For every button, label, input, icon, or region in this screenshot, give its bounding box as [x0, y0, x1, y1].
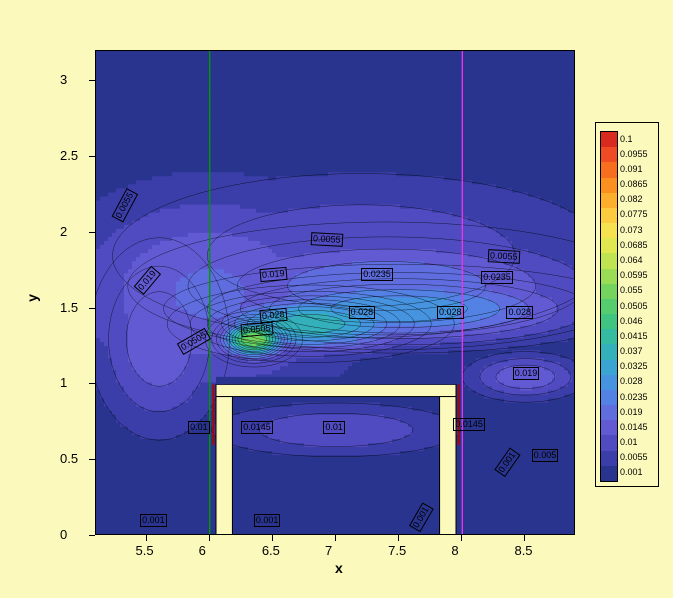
- contour-level-label: 0.0055: [487, 249, 519, 264]
- legend-value-label: 0.001: [620, 467, 643, 477]
- contour-level-label: 0.01: [188, 421, 210, 434]
- x-tick: [398, 535, 399, 541]
- legend-value-label: 0.1: [620, 134, 633, 144]
- contour-level-label: 0.0145: [453, 418, 485, 431]
- legend-value-label: 0.055: [620, 285, 643, 295]
- contour-level-label: 0.005: [532, 449, 559, 462]
- contour-level-label: 0.001: [140, 514, 167, 527]
- x-tick-label: 5.5: [136, 543, 154, 558]
- legend-segment: [601, 193, 617, 208]
- x-tick-label: 7.5: [388, 543, 406, 558]
- legend-segment: [601, 147, 617, 162]
- contour-level-label: 0.019: [260, 267, 288, 282]
- contour-level-label: 0.0235: [361, 268, 393, 281]
- contour-level-label: 0.028: [260, 308, 288, 323]
- legend-value-label: 0.0775: [620, 209, 648, 219]
- contour-level-label: 0.0235: [481, 271, 513, 284]
- y-tick: [89, 156, 95, 157]
- legend-value-label: 0.0235: [620, 392, 648, 402]
- legend-value-label: 0.0145: [620, 422, 648, 432]
- legend-segment: [601, 284, 617, 299]
- legend-segment: [601, 344, 617, 359]
- contour-level-label: 0.001: [254, 514, 281, 527]
- legend-segment: [601, 299, 617, 314]
- legend-segment: [601, 451, 617, 466]
- y-tick-label: 0.5: [60, 451, 78, 466]
- legend-segment: [601, 360, 617, 375]
- legend-value-label: 0.073: [620, 225, 643, 235]
- y-tick: [89, 459, 95, 460]
- legend-value-label: 0.0415: [620, 331, 648, 341]
- legend-value-label: 0.0505: [620, 301, 648, 311]
- contour-level-label: 0.028: [437, 306, 464, 319]
- legend-segment: [601, 132, 617, 147]
- legend-segment: [601, 178, 617, 193]
- y-tick: [89, 535, 95, 536]
- y-tick-label: 1: [60, 375, 67, 390]
- x-tick: [524, 535, 525, 541]
- legend-value-label: 0.0595: [620, 270, 648, 280]
- legend-segment: [601, 223, 617, 238]
- y-tick-label: 0: [60, 527, 67, 542]
- y-axis-label: y: [24, 294, 40, 302]
- x-tick-label: 8: [451, 543, 458, 558]
- y-tick: [89, 232, 95, 233]
- contour-level-label: 0.019: [513, 367, 540, 380]
- legend-segment: [601, 375, 617, 390]
- legend-segment: [601, 253, 617, 268]
- contour-level-label: 0.0505: [241, 322, 274, 338]
- legend-segment: [601, 238, 617, 253]
- contour-level-label: 0.01: [323, 421, 345, 434]
- legend-segment: [601, 390, 617, 405]
- legend-value-label: 0.0955: [620, 149, 648, 159]
- legend-segment: [601, 466, 617, 481]
- legend-segment: [601, 405, 617, 420]
- legend-segment: [601, 420, 617, 435]
- legend-box: 0.1 0.0955 0.091 0.0865 0.082 0.0775 0.073 0.06…: [595, 122, 659, 487]
- legend-segment: [601, 208, 617, 223]
- contour-level-label: 0.0145: [241, 421, 273, 434]
- x-tick: [461, 535, 462, 541]
- legend-value-label: 0.046: [620, 316, 643, 326]
- y-tick: [89, 308, 95, 309]
- legend-segment: [601, 162, 617, 177]
- y-tick: [89, 383, 95, 384]
- legend-colorbar: [600, 131, 618, 482]
- x-tick: [209, 535, 210, 541]
- legend-value-label: 0.064: [620, 255, 643, 265]
- x-tick-label: 7: [325, 543, 332, 558]
- legend-value-label: 0.0055: [620, 452, 648, 462]
- contour-level-label: 0.028: [506, 306, 533, 319]
- legend-value-label: 0.0325: [620, 361, 648, 371]
- x-tick-label: 6.5: [262, 543, 280, 558]
- y-tick-label: 1.5: [60, 300, 78, 315]
- contour-level-label: 0.0055: [310, 233, 342, 248]
- legend-segment: [601, 435, 617, 450]
- y-tick: [89, 80, 95, 81]
- y-tick-label: 3: [60, 72, 67, 87]
- legend-value-label: 0.091: [620, 164, 643, 174]
- legend-value-label: 0.037: [620, 346, 643, 356]
- x-tick: [272, 535, 273, 541]
- x-tick: [335, 535, 336, 541]
- legend-value-label: 0.0865: [620, 179, 648, 189]
- x-tick-label: 6: [199, 543, 206, 558]
- contour-level-label: 0.028: [349, 306, 376, 319]
- legend-segment: [601, 329, 617, 344]
- x-tick: [146, 535, 147, 541]
- legend-value-label: 0.082: [620, 194, 643, 204]
- legend-value-label: 0.01: [620, 437, 638, 447]
- y-tick-label: 2.5: [60, 148, 78, 163]
- legend-value-label: 0.019: [620, 407, 643, 417]
- legend-segment: [601, 269, 617, 284]
- legend-value-label: 0.0685: [620, 240, 648, 250]
- x-axis-label: x: [335, 560, 343, 576]
- legend-value-label: 0.028: [620, 376, 643, 386]
- y-tick-label: 2: [60, 224, 67, 239]
- x-tick-label: 8.5: [514, 543, 532, 558]
- legend-segment: [601, 314, 617, 329]
